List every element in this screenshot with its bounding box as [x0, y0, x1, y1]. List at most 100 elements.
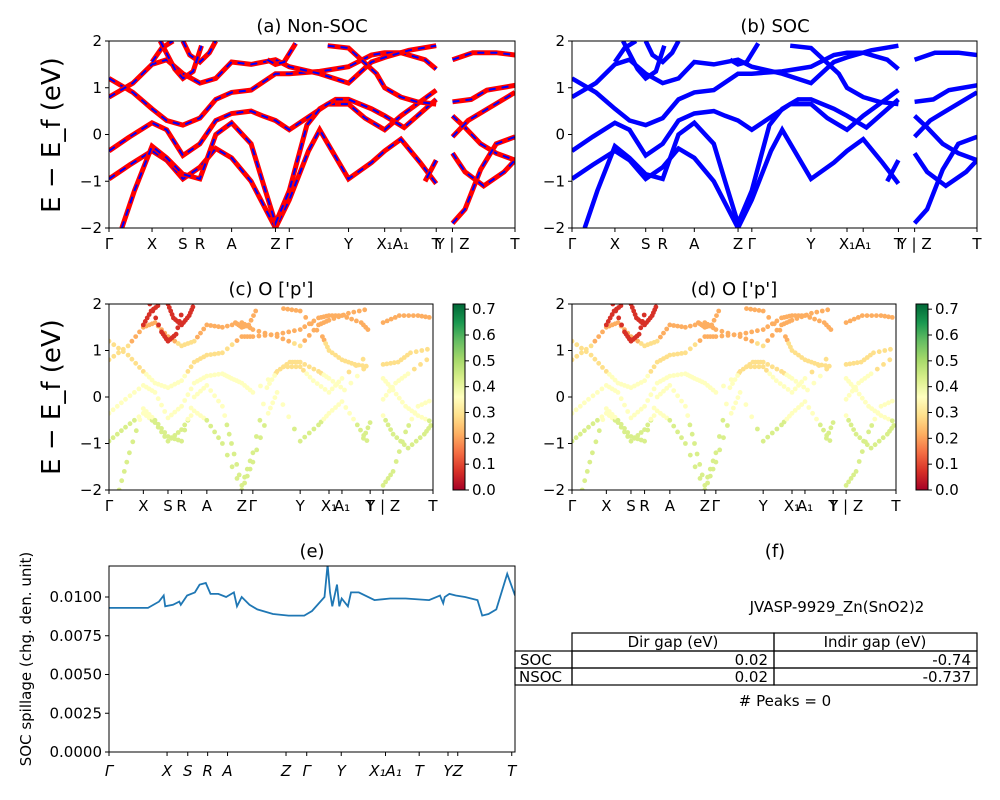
projection-point	[426, 398, 432, 404]
projection-point	[408, 350, 413, 356]
projection-point	[175, 325, 181, 331]
projection-point	[767, 371, 773, 377]
x-tick-label: S	[626, 497, 636, 515]
projection-point	[265, 377, 271, 382]
projection-point	[638, 406, 644, 412]
projection-point	[257, 417, 263, 423]
projection-point	[817, 318, 822, 324]
projection-point	[198, 388, 203, 394]
projection-point	[384, 318, 390, 324]
projection-point	[789, 410, 795, 416]
projection-point	[311, 366, 317, 372]
projection-point	[727, 385, 733, 391]
projection-point	[648, 369, 654, 374]
projection-point	[713, 334, 719, 339]
projection-point	[208, 388, 214, 393]
y-tick-label: −2	[543, 481, 565, 499]
projection-point	[156, 322, 162, 328]
projection-point	[737, 390, 743, 395]
projection-point	[600, 329, 605, 335]
colorbar-c	[452, 303, 466, 491]
projection-point	[628, 415, 634, 421]
band-line-nonsoc-dashed	[109, 51, 437, 127]
projection-point	[625, 430, 631, 435]
projection-point	[195, 391, 200, 397]
projection-point	[785, 387, 791, 392]
projection-point	[424, 357, 430, 363]
projection-point	[426, 315, 432, 320]
projection-point	[409, 442, 415, 448]
projection-point	[735, 395, 741, 400]
projection-point	[855, 315, 861, 320]
projection-point	[216, 351, 221, 356]
projection-point	[671, 352, 677, 357]
projection-point	[777, 327, 783, 333]
projection-point	[846, 392, 852, 398]
projection-point	[733, 400, 739, 406]
x-tick-label: T	[890, 497, 901, 515]
projection-point	[125, 343, 131, 349]
projection-point	[874, 313, 879, 318]
table-row-label-soc: SOC	[520, 651, 552, 669]
projection-point	[586, 424, 591, 430]
projection-point	[645, 422, 651, 428]
projection-point	[318, 384, 324, 389]
projection-point	[172, 338, 178, 344]
projection-point	[854, 360, 860, 366]
projection-point	[671, 388, 677, 393]
projection-point	[274, 334, 280, 339]
projection-point	[124, 459, 130, 465]
projection-point	[587, 459, 593, 465]
projection-point	[409, 416, 415, 422]
projection-point	[859, 313, 865, 318]
x-tick-label: Γ	[568, 497, 577, 515]
projection-point	[572, 357, 575, 363]
projection-point	[658, 391, 663, 397]
x-tick-label: Y | Z	[828, 497, 863, 515]
projection-point	[114, 403, 120, 409]
title-panel-b: (b) SOC	[740, 16, 809, 37]
x-tick-label: Z	[270, 235, 280, 253]
projection-point	[149, 377, 155, 383]
projection-point	[579, 350, 584, 356]
projection-point	[220, 441, 225, 446]
x-tick-label: A₁	[393, 235, 409, 253]
projection-point	[697, 338, 703, 343]
projection-point	[622, 402, 627, 408]
projection-point	[827, 438, 833, 443]
projection-point	[654, 338, 660, 344]
projection-point	[356, 362, 361, 368]
projection-point	[882, 313, 888, 319]
projection-point	[851, 427, 856, 432]
projection-point	[781, 384, 787, 389]
projection-point	[799, 314, 805, 320]
projection-point	[326, 390, 332, 395]
y-tick-label: 2	[92, 32, 102, 50]
projection-point	[130, 439, 136, 445]
projection-point	[596, 334, 602, 339]
projection-point	[796, 405, 801, 410]
x-tick-label: Y | Z	[365, 497, 400, 515]
x-tick-label: X	[138, 497, 148, 515]
projection-point	[204, 383, 210, 388]
projection-point	[651, 386, 657, 392]
projection-point	[354, 373, 360, 379]
x-tick-label: R	[195, 235, 205, 253]
projection-point	[119, 478, 125, 484]
projection-point	[847, 318, 853, 324]
colorbar-tick-label: 0.1	[935, 455, 959, 473]
projection-point	[618, 304, 624, 309]
projection-point	[396, 449, 402, 454]
projection-point	[847, 361, 853, 367]
x-tick-label: A	[226, 235, 237, 253]
projection-point	[595, 390, 600, 395]
x-tick-label: X	[610, 235, 620, 253]
y-tick-label: −2	[543, 219, 565, 237]
projection-point	[770, 374, 776, 380]
projection-point	[423, 314, 428, 320]
projection-point	[380, 362, 386, 367]
projection-point	[390, 384, 395, 390]
title-panel-d: (d) O ['p']	[691, 279, 777, 300]
projection-point	[769, 430, 775, 436]
projection-point	[606, 371, 612, 377]
